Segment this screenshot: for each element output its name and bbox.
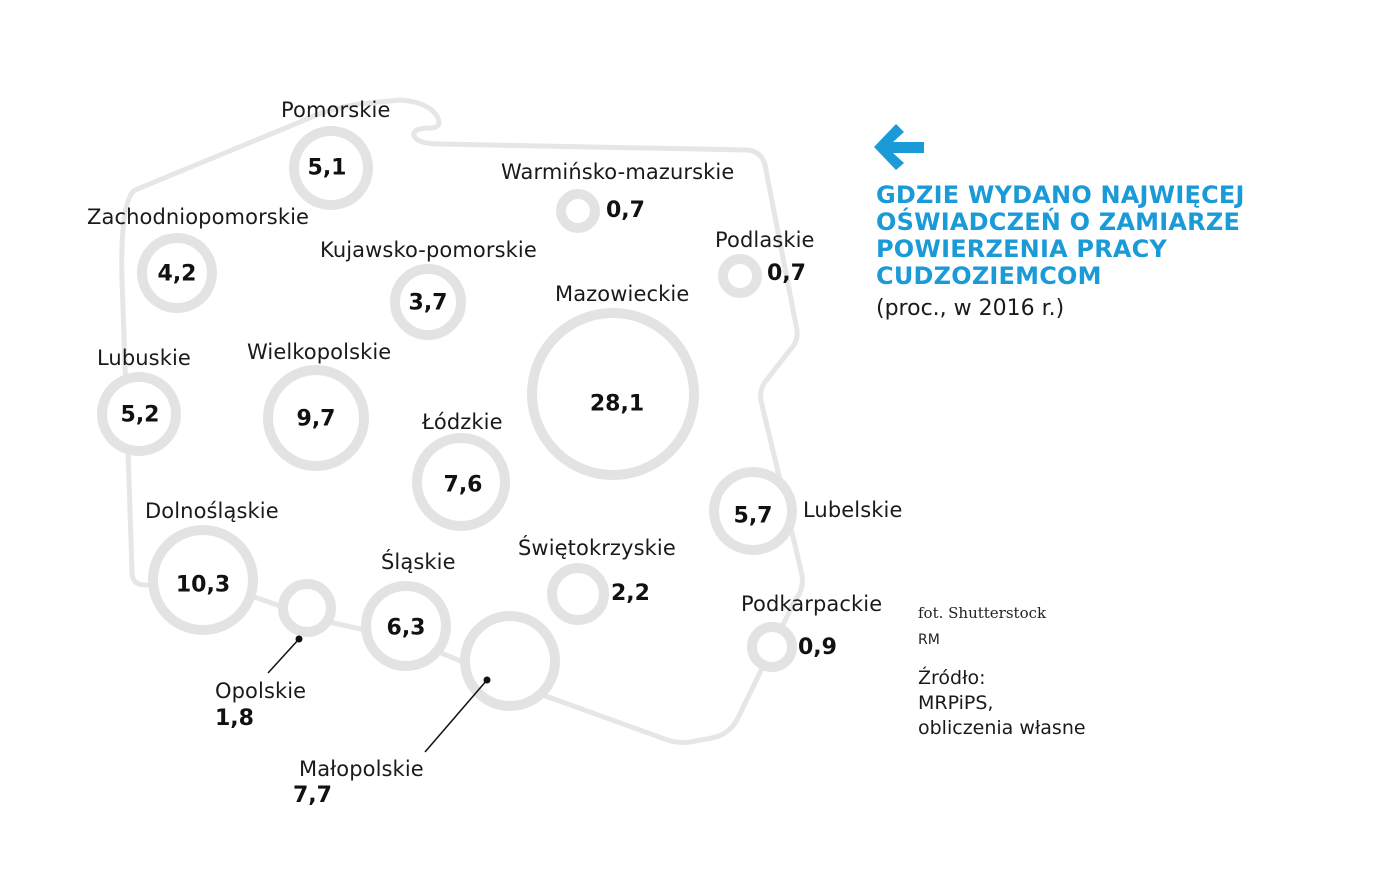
label-slaskie: Śląskie [381,550,456,574]
bubble-lubelskie [709,467,797,555]
bubble-kujawsko-pomorskie [390,264,466,340]
label-kujawsko-pomorskie: Kujawsko-pomorskie [320,238,537,262]
value-mazowieckie: 28,1 [589,391,645,417]
bubble-malopolskie [460,611,560,711]
label-mazowieckie: Mazowieckie [555,282,690,306]
source-line-1: MRPiPS, [918,692,994,714]
bubble-podlaskie [718,254,762,298]
label-lodzkie: Łódzkie [422,410,503,434]
leader-line-opolskie [267,638,300,674]
label-lubelskie: Lubelskie [803,498,903,522]
credits-block: fot. Shutterstock RM Źródło: MRPiPS, obl… [918,604,1086,741]
bubble-warminsko-mazurskie [556,189,600,233]
label-podlaskie: Podlaskie [715,228,815,252]
poland-outline [119,97,805,745]
value-dolnoslaskie: 10,3 [175,572,231,598]
label-swietokrzyskie: Świętokrzyskie [518,536,676,560]
bubble-swietokrzyskie [547,563,609,625]
label-malopolskie: Małopolskie [299,757,424,781]
photo-credit: fot. Shutterstock [918,604,1047,622]
bubble-slaskie [361,581,451,671]
label-pomorskie: Pomorskie [281,98,391,122]
label-opolskie: Opolskie [215,679,307,703]
value-zachodniopomorskie: 4,2 [157,261,197,287]
source-line-2: obliczenia własne [918,717,1086,739]
value-podkarpackie: 0,9 [798,635,837,660]
label-warminsko-mazurskie: Warmińsko-mazurskie [501,160,735,184]
bubble-wielkopolskie [263,365,369,471]
bubble-podkarpackie [747,622,797,672]
value-kujawsko-pomorskie: 3,7 [408,290,448,316]
label-wielkopolskie: Wielkopolskie [247,340,392,364]
value-opolskie: 1,8 [215,706,254,731]
label-lubuskie: Lubuskie [97,346,191,370]
label-zachodniopomorskie: Zachodniopomorskie [87,205,310,229]
value-swietokrzyskie: 2,2 [611,581,650,606]
value-lubuskie: 5,2 [120,402,160,428]
chart-title-line-2: OŚWIADCZEŃ O ZAMIARZE [876,208,1241,236]
value-wielkopolskie: 9,7 [296,406,336,432]
leader-line-malopolskie [424,679,488,753]
chart-title-line-1: GDZIE WYDANO NAJWIĘCEJ [876,181,1245,209]
chart-subtitle: (proc., w 2016 r.) [876,296,1065,321]
bubble-pomorskie [289,126,373,210]
bubble-opolskie [278,579,336,637]
value-pomorskie: 5,1 [307,155,347,181]
bubble-dolnoslaskie [148,525,258,635]
value-lubelskie: 5,7 [733,503,773,529]
bubble-mazowieckie [527,308,699,480]
author-initials: RM [918,632,940,648]
value-lodzkie: 7,6 [443,472,483,498]
bubble-zachodniopomorskie [137,233,217,313]
value-slaskie: 6,3 [386,615,426,641]
chart-title-line-3: POWIERZENIA PRACY [876,235,1168,263]
leader-dot-opolskie [295,635,303,643]
value-warminsko-mazurskie: 0,7 [606,198,645,223]
chart-title-block: GDZIE WYDANO NAJWIĘCEJ OŚWIADCZEŃ O ZAMI… [876,181,1296,322]
arrow-left-icon [874,124,924,170]
label-podkarpackie: Podkarpackie [741,592,883,616]
value-podlaskie: 0,7 [767,261,806,286]
chart-title-line-4: CUDZOZIEMCOM [876,262,1102,290]
source-block: Źródło: MRPiPS, obliczenia własne [918,666,1086,741]
leader-dot-malopolskie [483,676,491,684]
value-malopolskie: 7,7 [293,783,332,808]
bubble-lubuskie [97,372,181,456]
bubble-lodzkie [412,433,510,531]
label-dolnoslaskie: Dolnośląskie [145,499,279,523]
source-label: Źródło: [918,667,986,689]
